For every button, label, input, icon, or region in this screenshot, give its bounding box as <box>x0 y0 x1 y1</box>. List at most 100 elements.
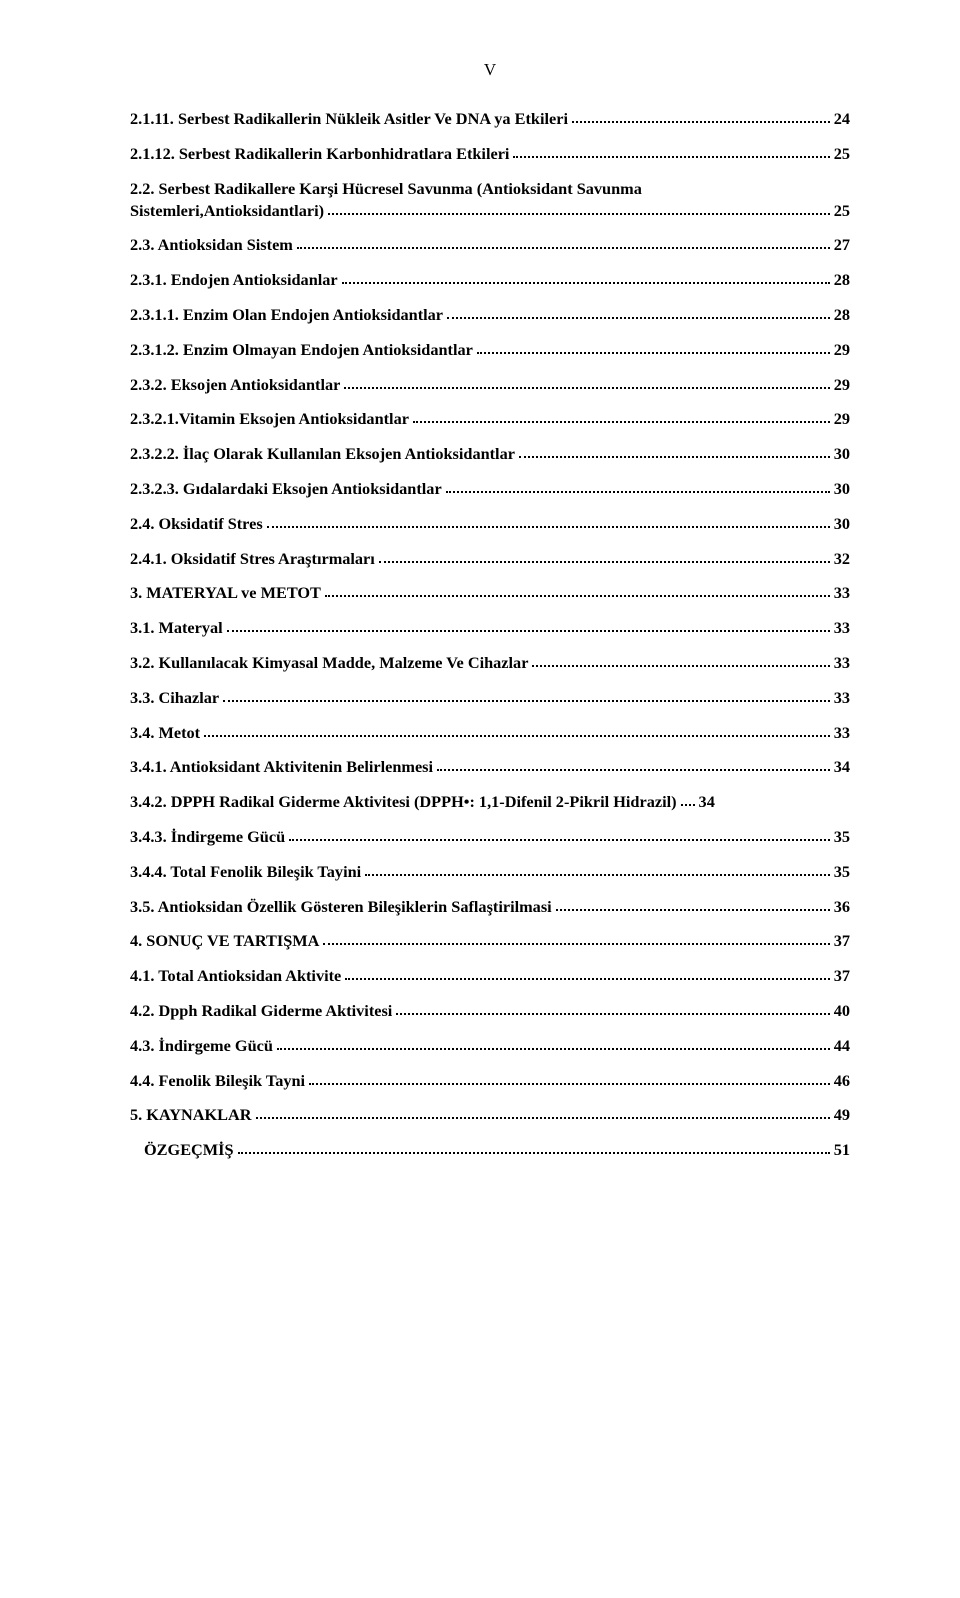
toc-leader-dots <box>446 490 830 493</box>
toc-entry-page: 33 <box>834 582 850 604</box>
toc-leader-dots <box>227 629 830 632</box>
toc-entry-label: 3.4.3. İndirgeme Gücü <box>130 826 285 848</box>
toc-entry-label: 3.4. Metot <box>130 722 200 744</box>
toc-entry-page: 33 <box>834 687 850 709</box>
toc-entry: 4.4. Fenolik Bileşik Tayni 46 <box>130 1070 850 1092</box>
toc-entry: 4.3. İndirgeme Gücü 44 <box>130 1035 850 1057</box>
toc-leader-dots <box>532 664 829 667</box>
toc-leader-dots <box>556 908 830 911</box>
toc-entry: 2.3.1. Endojen Antioksidanlar 28 <box>130 269 850 291</box>
toc-entry: 2.3.2. Eksojen Antioksidantlar 29 <box>130 374 850 396</box>
toc-leader-dots <box>344 386 829 389</box>
toc-entry: 3.4.1. Antioksidant Aktivitenin Belirlen… <box>130 756 850 778</box>
toc-leader-dots <box>204 734 830 737</box>
toc-leader-dots <box>325 594 830 597</box>
page-number-roman: V <box>130 60 850 80</box>
toc-leader-dots <box>289 838 830 841</box>
toc-leader-dots <box>447 316 830 319</box>
toc-leader-dots <box>297 246 830 249</box>
toc-entry: 4. SONUÇ VE TARTIŞMA 37 <box>130 930 850 952</box>
toc-entry-page: 25 <box>834 143 850 165</box>
toc-entry-label: 3.4.4. Total Fenolik Bileşik Tayini <box>130 861 361 883</box>
toc-entry-page: 51 <box>834 1139 850 1161</box>
toc-entry-label: Sistemleri,Antioksidantlari) <box>130 200 324 222</box>
toc-entry-page: 34 <box>834 756 850 778</box>
toc-leader-dots <box>519 455 830 458</box>
toc-entry-page: 35 <box>834 826 850 848</box>
toc-entry-page: 30 <box>834 443 850 465</box>
toc-entry-page: 29 <box>834 374 850 396</box>
toc-entry: 2.1.11. Serbest Radikallerin Nükleik Asi… <box>130 108 850 130</box>
toc-entry: 2.1.12. Serbest Radikallerin Karbonhidra… <box>130 143 850 165</box>
toc-entry: ÖZGEÇMİŞ 51 <box>130 1139 850 1161</box>
toc-entry-page: 44 <box>834 1035 850 1057</box>
toc-entry-label: 4.3. İndirgeme Gücü <box>130 1035 273 1057</box>
toc-entry-page: 36 <box>834 896 850 918</box>
toc-entry-label: 2.3.1. Endojen Antioksidanlar <box>130 269 338 291</box>
toc-entry-label: 2.4.1. Oksidatif Stres Araştırmaları <box>130 548 375 570</box>
toc-entry-page: 27 <box>834 234 850 256</box>
toc-leader-dots <box>309 1082 830 1085</box>
toc-leader-dots <box>413 420 830 423</box>
toc-entry-label: 2.3.2.2. İlaç Olarak Kullanılan Eksojen … <box>130 443 515 465</box>
toc-entry-label: 3.4.1. Antioksidant Aktivitenin Belirlen… <box>130 756 433 778</box>
toc-entry-page: 35 <box>834 861 850 883</box>
toc-entry: 4.2. Dpph Radikal Giderme Aktivitesi40 <box>130 1000 850 1022</box>
toc-entry: 4.1. Total Antioksidan Aktivite37 <box>130 965 850 987</box>
toc-entry-label: 3. MATERYAL ve METOT <box>130 582 321 604</box>
toc-entry-label: 4.4. Fenolik Bileşik Tayni <box>130 1070 305 1092</box>
toc-entry-page: 29 <box>834 339 850 361</box>
toc-entry-label: 4. SONUÇ VE TARTIŞMA <box>130 930 319 952</box>
toc-leader-dots <box>223 699 830 702</box>
toc-leader-dots <box>396 1012 829 1015</box>
toc-entry-label: 3.4.2. DPPH Radikal Giderme Aktivitesi (… <box>130 791 677 813</box>
toc-leader-dots <box>328 212 830 215</box>
toc-entry-label: 3.3. Cihazlar <box>130 687 219 709</box>
toc-entry: 2.3.2.2. İlaç Olarak Kullanılan Eksojen … <box>130 443 850 465</box>
toc-entry-page: 34 <box>699 791 715 813</box>
toc-entry-page: 37 <box>834 930 850 952</box>
toc-entry: 2.3.2.3. Gıdalardaki Eksojen Antioksidan… <box>130 478 850 500</box>
toc-entry: 2.3. Antioksidan Sistem 27 <box>130 234 850 256</box>
toc-entry-label: 2.1.11. Serbest Radikallerin Nükleik Asi… <box>130 108 568 130</box>
toc-entry-page: 30 <box>834 478 850 500</box>
toc-entry-page: 30 <box>834 513 850 535</box>
toc-entry-page: 32 <box>834 548 850 570</box>
toc-entry-label: 2.3. Antioksidan Sistem <box>130 234 293 256</box>
toc-entry: 5. KAYNAKLAR49 <box>130 1104 850 1126</box>
toc-entry-label: 4.1. Total Antioksidan Aktivite <box>130 965 341 987</box>
toc-leader-dots <box>323 942 829 945</box>
toc-entry-page: 40 <box>834 1000 850 1022</box>
toc-entry-page: 28 <box>834 304 850 326</box>
toc-entry-label: 2.1.12. Serbest Radikallerin Karbonhidra… <box>130 143 509 165</box>
toc-leader-dots <box>379 560 830 563</box>
toc-leader-dots <box>277 1047 830 1050</box>
toc-entry-page: 33 <box>834 722 850 744</box>
toc-entry-label: 3.5. Antioksidan Özellik Gösteren Bileşi… <box>130 896 552 918</box>
toc-entry: 2.3.1.2. Enzim Olmayan Endojen Antioksid… <box>130 339 850 361</box>
toc-entry: 3.4.3. İndirgeme Gücü 35 <box>130 826 850 848</box>
toc-entry-page: 25 <box>834 200 850 222</box>
toc-entry-label: 2.3.2.1.Vitamin Eksojen Antioksidantlar <box>130 408 409 430</box>
toc-entry: 3.4.4. Total Fenolik Bileşik Tayini 35 <box>130 861 850 883</box>
toc-entry: 2.3.2.1.Vitamin Eksojen Antioksidantlar2… <box>130 408 850 430</box>
toc-entry: 3.2. Kullanılacak Kimyasal Madde, Malzem… <box>130 652 850 674</box>
toc-entry-page: 46 <box>834 1070 850 1092</box>
toc-entry: 3.4. Metot 33 <box>130 722 850 744</box>
toc-entry: 3. MATERYAL ve METOT 33 <box>130 582 850 604</box>
toc-entry-page: 33 <box>834 617 850 639</box>
table-of-contents: 2.1.11. Serbest Radikallerin Nükleik Asi… <box>130 108 850 1161</box>
toc-entry-label: 2.3.2.3. Gıdalardaki Eksojen Antioksidan… <box>130 478 442 500</box>
toc-entry-page: 49 <box>834 1104 850 1126</box>
toc-leader-dots <box>256 1116 830 1119</box>
toc-entry-label: 2.4. Oksidatif Stres <box>130 513 263 535</box>
toc-entry: 3.4.2. DPPH Radikal Giderme Aktivitesi (… <box>130 791 850 813</box>
toc-entry-label: 2.3.2. Eksojen Antioksidantlar <box>130 374 340 396</box>
toc-entry: 2.2. Serbest Radikallere Karşi Hücresel … <box>130 178 850 222</box>
toc-entry: 3.5. Antioksidan Özellik Gösteren Bileşi… <box>130 896 850 918</box>
toc-entry-page: 28 <box>834 269 850 291</box>
toc-leader-dots <box>681 803 695 806</box>
toc-entry: 3.1. Materyal33 <box>130 617 850 639</box>
toc-entry-label: ÖZGEÇMİŞ <box>130 1139 234 1161</box>
toc-leader-dots <box>342 281 830 284</box>
